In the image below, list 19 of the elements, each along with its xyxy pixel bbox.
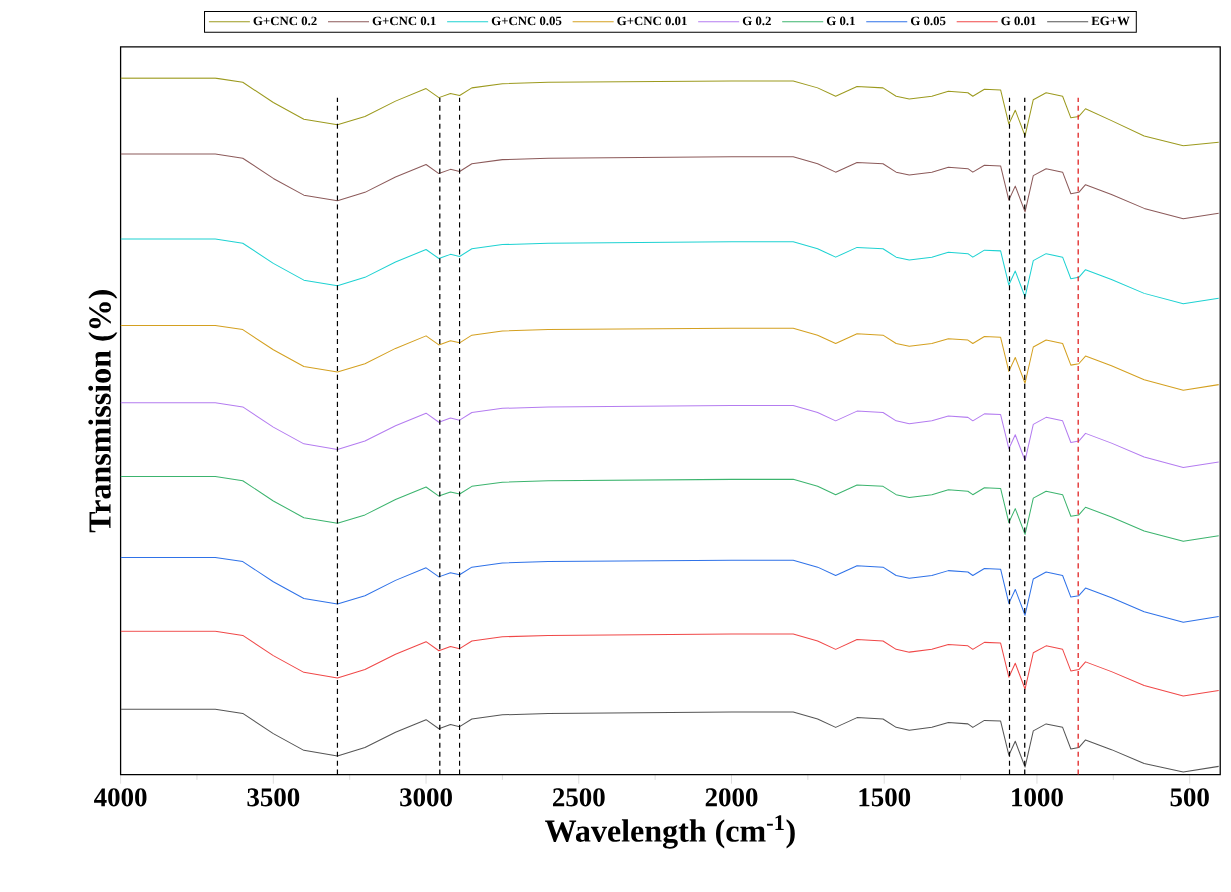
x-tick-label: 3000 (400, 788, 452, 807)
x-axis-title: Wavelength (cm$^{-1}$) (545, 815, 795, 849)
legend-label: G+CNC 0.2 (253, 16, 317, 26)
legend-label: G+CNC 0.01 (617, 16, 687, 26)
x-tick-label: 2000 (705, 788, 758, 807)
x-tick-label: 3500 (247, 788, 300, 807)
legend-label: G 0.01 (1001, 16, 1036, 26)
legend-label: EG+W (1091, 16, 1130, 26)
legend-label: G 0.2 (742, 16, 771, 26)
legend-label: G+CNC 0.1 (372, 16, 436, 26)
y-axis-title: Transmission (%) (88, 290, 118, 533)
legend-label: G 0.05 (910, 16, 946, 26)
x-tick-label: 1500 (859, 788, 911, 807)
x-tick-label: 1000 (1012, 788, 1063, 807)
x-tick-label: 4000 (94, 788, 147, 807)
x-tick-label: 500 (1170, 788, 1209, 807)
x-tick-label: 2500 (552, 788, 605, 807)
legend-label: G 0.1 (826, 16, 855, 26)
legend-label: G+CNC 0.05 (491, 16, 562, 26)
